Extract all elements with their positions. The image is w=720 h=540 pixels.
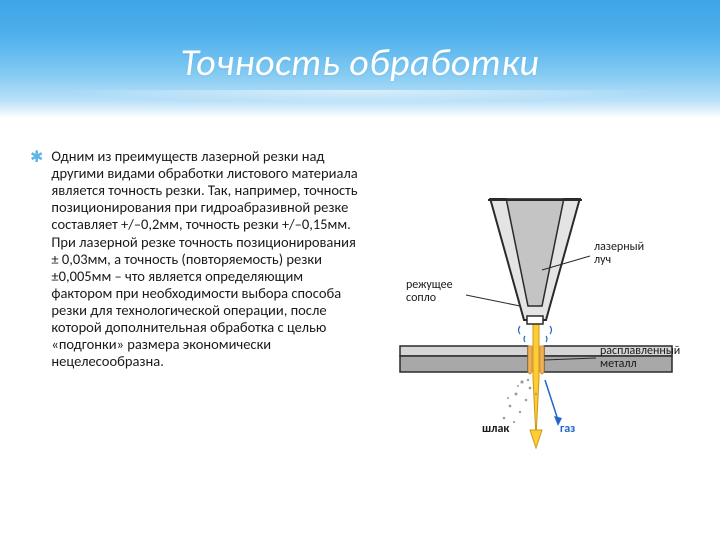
slide-content: ✱ Одним из преимуществ лазерной резки на… [0,118,720,458]
text-column: ✱ Одним из преимуществ лазерной резки на… [30,148,360,458]
kerf-left [528,346,532,374]
slide-header: Точность обработки [0,0,720,118]
body-paragraph: Одним из преимуществ лазерной резки над … [51,148,360,370]
label-slag: шлак [482,422,509,436]
gas-arrow-line [545,380,558,420]
slag-particles [503,379,537,423]
slide-title: Точность обработки [180,40,539,86]
bullet-item: ✱ Одним из преимуществ лазерной резки на… [30,148,360,370]
nozzle-tip [527,316,543,324]
label-laser: лазерный луч [594,240,647,267]
beam-arrow-icon [530,430,542,448]
laser-cutting-diagram: режущее сопло лазерный луч расплавленный… [380,198,690,458]
label-gas: газ [560,422,575,436]
leader-nozzle [466,295,520,306]
bullet-icon: ✱ [30,149,43,167]
label-nozzle: режущее сопло [406,278,455,305]
kerf-right [540,346,544,374]
diagram-column: режущее сопло лазерный луч расплавленный… [370,148,700,458]
plate-left [400,346,528,372]
